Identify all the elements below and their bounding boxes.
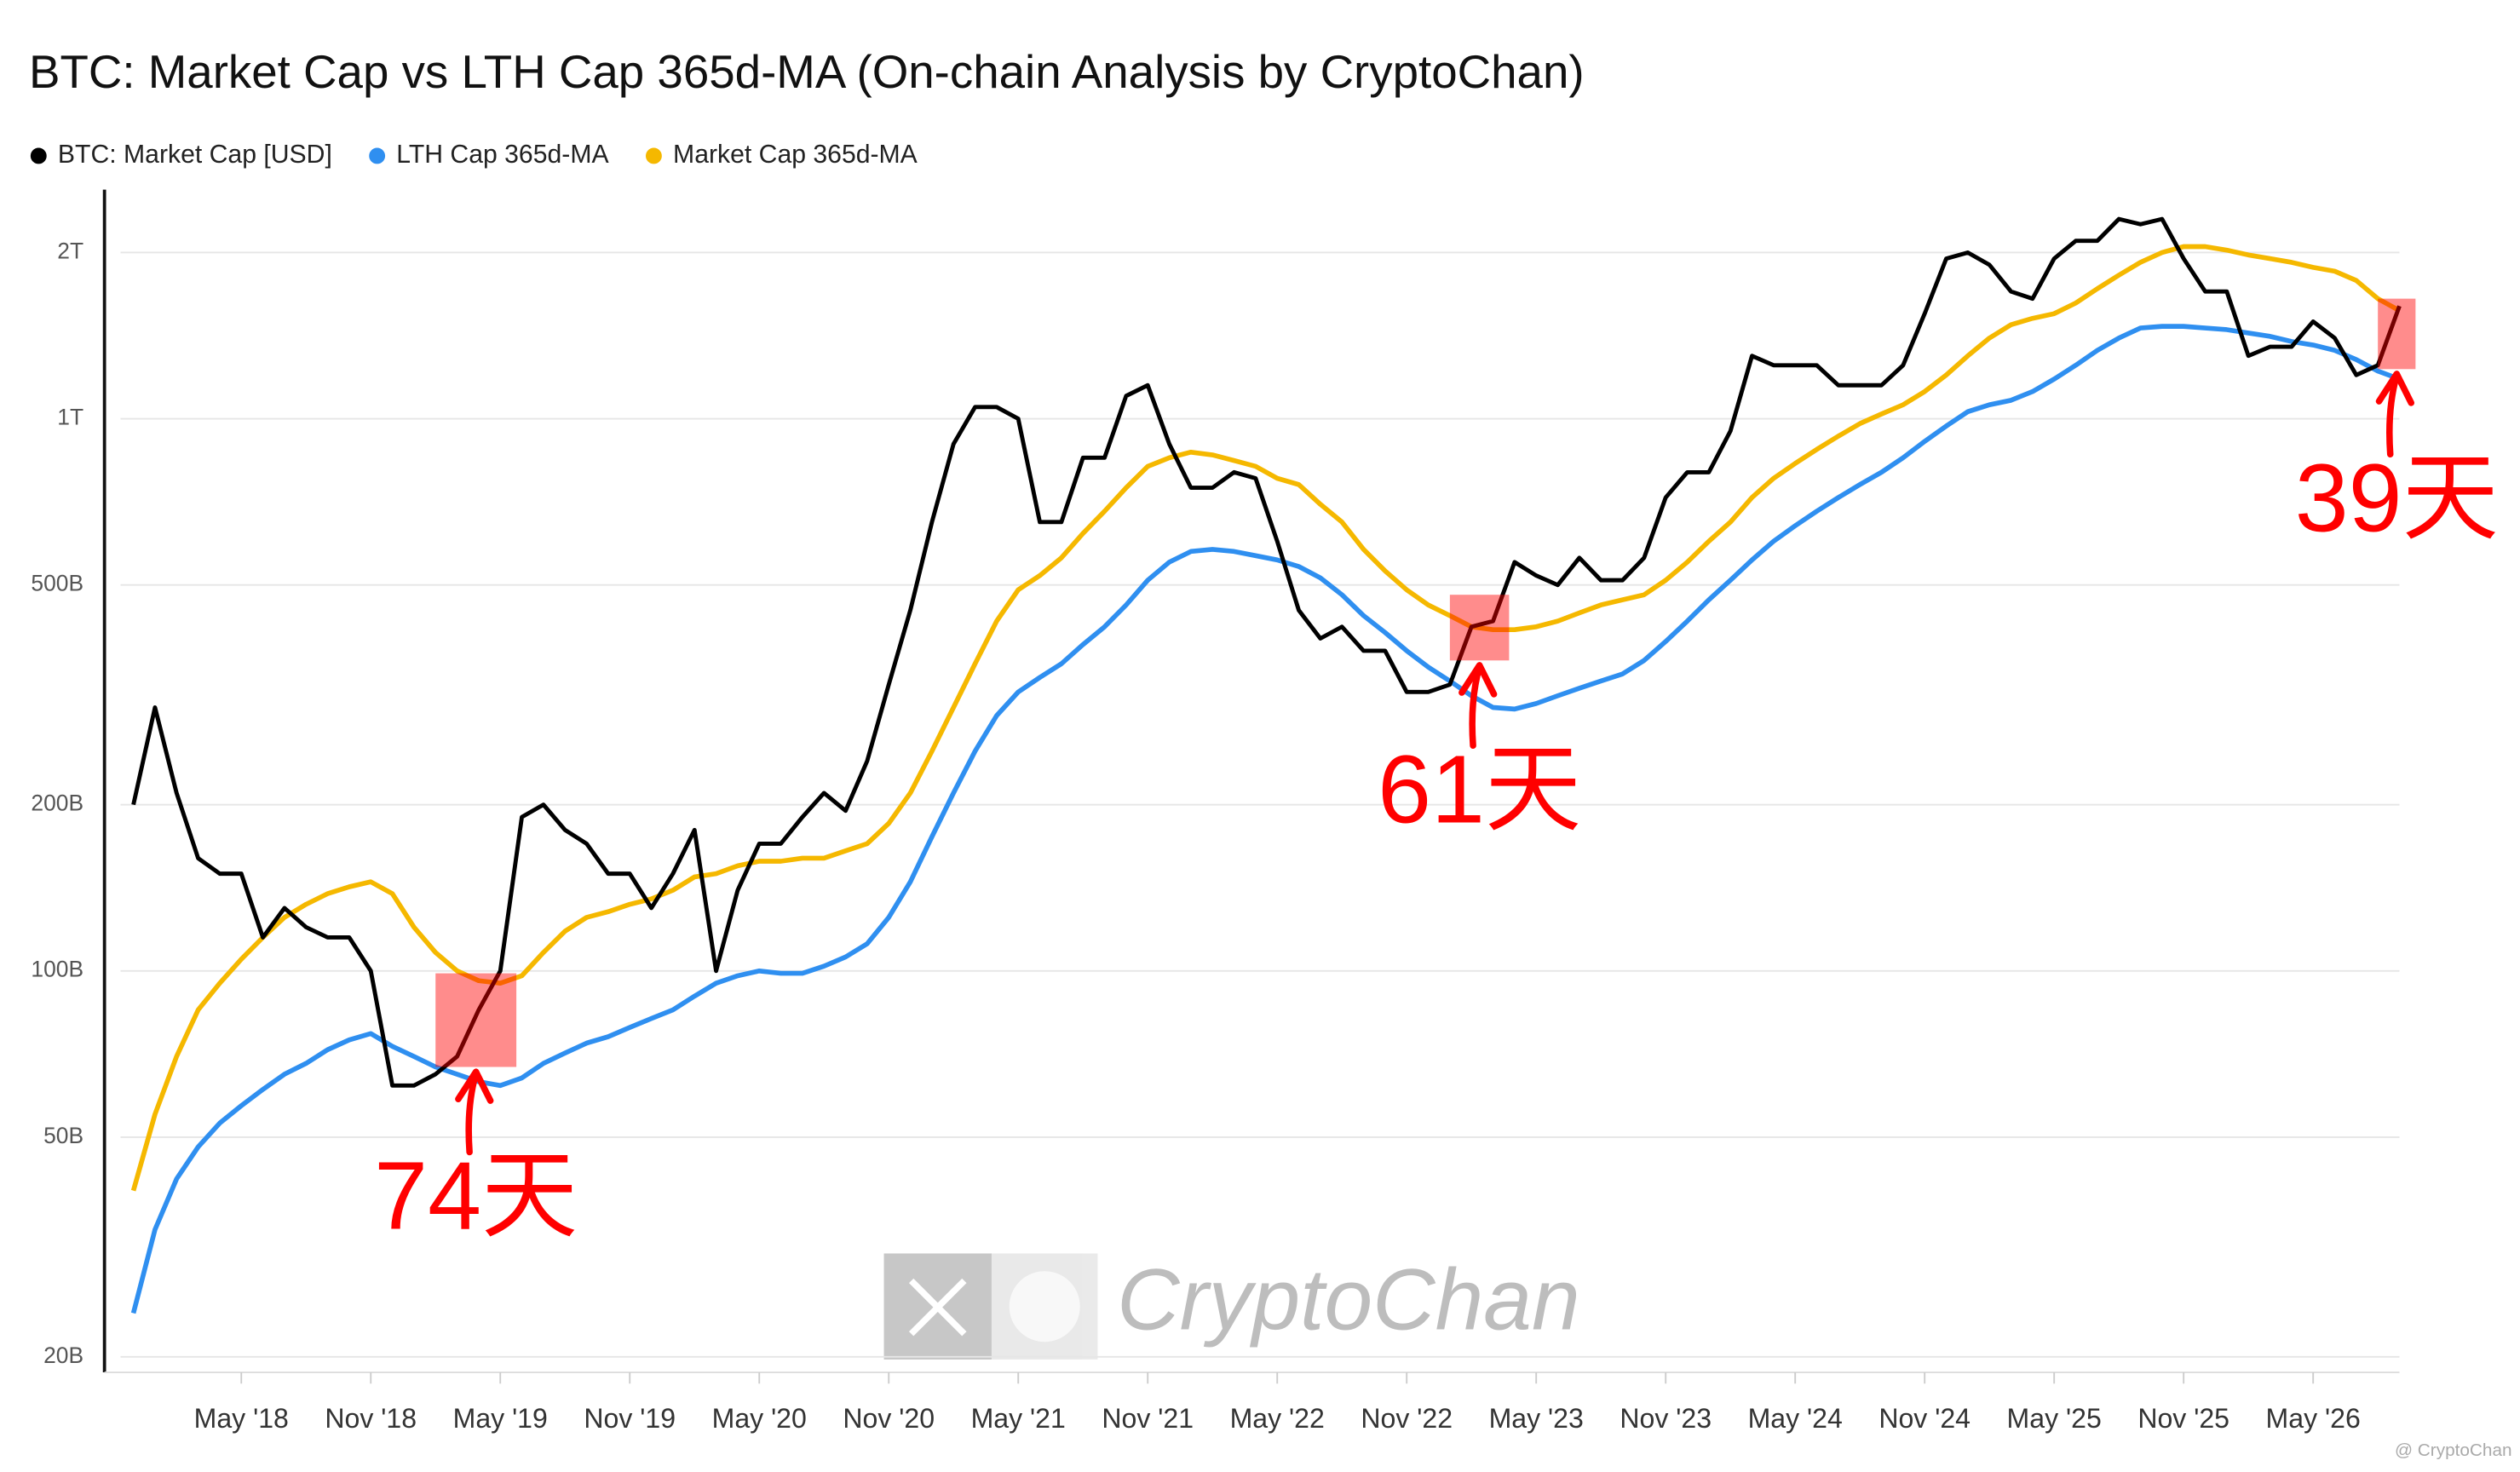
x-tick-label: Nov '25 [2137, 1403, 2229, 1434]
x-tick-label: Nov '20 [843, 1403, 935, 1434]
y-tick-label: 1T [57, 405, 83, 430]
x-tick-label: May '18 [194, 1403, 289, 1434]
watermark-logo [883, 1253, 1098, 1360]
annotation-label: 61天 [1378, 736, 1581, 843]
x-tick-label: Nov '19 [584, 1403, 676, 1434]
x-tick-label: Nov '21 [1102, 1403, 1194, 1434]
credit: @ CryptoChan [2395, 1440, 2512, 1460]
y-tick-label: 20B [43, 1343, 83, 1368]
y-tick-label: 50B [43, 1123, 83, 1148]
highlight-box [2378, 298, 2416, 370]
x-tick-label: May '19 [453, 1403, 548, 1434]
legend-label: BTC: Market Cap [USD] [58, 141, 332, 169]
legend-label: LTH Cap 365d-MA [396, 141, 609, 169]
x-tick-label: May '21 [971, 1403, 1066, 1434]
annotation-label: 74天 [374, 1142, 578, 1250]
highlight-box [435, 973, 517, 1067]
y-tick-label: 2T [57, 238, 83, 263]
chart-title: BTC: Market Cap vs LTH Cap 365d-MA (On-c… [29, 45, 1585, 98]
watermark: CryptoChan [1117, 1251, 1580, 1348]
legend-marker [645, 147, 662, 164]
arrow-head [455, 1068, 494, 1104]
series-line [130, 244, 2401, 1192]
x-tick-label: Nov '24 [1878, 1403, 1971, 1434]
x-tick-label: May '20 [712, 1403, 807, 1434]
legend-marker [369, 147, 386, 164]
series-line [131, 216, 2402, 1088]
x-tick-label: Nov '22 [1361, 1403, 1453, 1434]
highlight-box [1449, 595, 1510, 661]
x-tick-label: Nov '23 [1620, 1403, 1712, 1434]
series-line [130, 324, 2401, 1314]
arrow-head [1458, 662, 1498, 698]
x-tick-label: May '23 [1489, 1403, 1584, 1434]
arrow-head [2375, 371, 2415, 406]
y-tick-label: 100B [31, 957, 83, 982]
x-tick-label: May '24 [1748, 1403, 1843, 1434]
y-tick-label: 500B [31, 571, 83, 596]
annotation-label: 39天 [2295, 445, 2499, 552]
y-tick-label: 200B [31, 791, 83, 816]
x-tick-label: Nov '18 [325, 1403, 417, 1434]
x-tick-label: May '22 [1230, 1403, 1325, 1434]
x-tick-label: May '25 [2007, 1403, 2102, 1434]
legend-marker [30, 147, 47, 164]
x-tick-label: May '26 [2266, 1403, 2361, 1434]
legend-label: Market Cap 365d-MA [673, 141, 918, 169]
